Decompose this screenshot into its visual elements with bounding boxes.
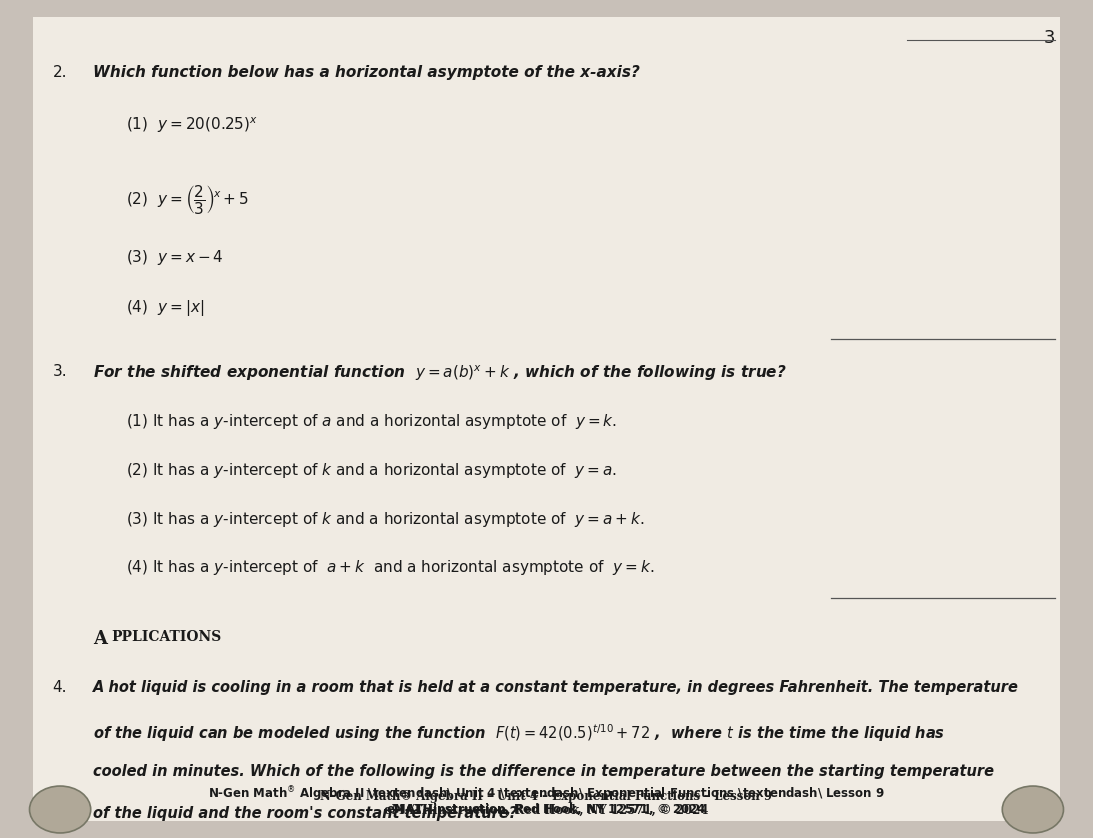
Text: cooled in minutes. Which of the following is the difference in temperature betwe: cooled in minutes. Which of the followin… <box>93 764 994 779</box>
Text: (1) It has a $y$-intercept of $a$ and a horizontal asymptote of  $y = k$.: (1) It has a $y$-intercept of $a$ and a … <box>126 412 616 432</box>
Text: N-Gen Math$^{\circledR}$ Algebra II \textendash\ Unit 4 \textendash\ Exponential: N-Gen Math$^{\circledR}$ Algebra II \tex… <box>208 785 885 804</box>
Text: 3.: 3. <box>52 364 67 379</box>
Circle shape <box>1002 786 1063 833</box>
Text: Which function below has a horizontal asymptote of the x-axis?: Which function below has a horizontal as… <box>93 65 639 80</box>
Text: (3)  $y = x - 4$: (3) $y = x - 4$ <box>126 248 223 267</box>
Text: 4.: 4. <box>52 680 67 696</box>
Text: A hot liquid is cooling in a room that is held at a constant temperature, in deg: A hot liquid is cooling in a room that i… <box>93 680 1019 696</box>
Text: For the shifted exponential function  $y = a(b)^x + k$ , which of the following : For the shifted exponential function $y … <box>93 364 787 383</box>
Text: 2.: 2. <box>52 65 67 80</box>
Text: (4) It has a $y$-intercept of  $a+k$  and a horizontal asymptote of  $y = k$.: (4) It has a $y$-intercept of $a+k$ and … <box>126 558 654 577</box>
Text: eMATHinstruction, Red Hook, NY 12571, $\copyright$ 2024: eMATHinstruction, Red Hook, NY 12571, $\… <box>386 801 707 817</box>
Text: of the liquid and the room's constant temperature?: of the liquid and the room's constant te… <box>93 806 517 821</box>
Text: A: A <box>93 630 107 648</box>
Circle shape <box>30 786 91 833</box>
Text: (2) It has a $y$-intercept of $k$ and a horizontal asymptote of  $y = a$.: (2) It has a $y$-intercept of $k$ and a … <box>126 461 616 480</box>
Text: (4)  $y = |x|$: (4) $y = |x|$ <box>126 298 204 318</box>
Text: N-Gen Math® Algebra II – Unit 4 – Exponential Functions – Lesson 9: N-Gen Math® Algebra II – Unit 4 – Expone… <box>320 789 773 803</box>
Text: (3) It has a $y$-intercept of $k$ and a horizontal asymptote of  $y = a+k$.: (3) It has a $y$-intercept of $k$ and a … <box>126 510 644 529</box>
FancyBboxPatch shape <box>33 17 1060 821</box>
Text: (2)  $y = \left(\dfrac{2}{3}\right)^{\!x} + 5$: (2) $y = \left(\dfrac{2}{3}\right)^{\!x}… <box>126 183 249 215</box>
Text: eMATHinstruction, Red Hook, NY 12571, © 2024: eMATHinstruction, Red Hook, NY 12571, © … <box>385 804 708 817</box>
Text: (1)  $y = 20(0.25)^x$: (1) $y = 20(0.25)^x$ <box>126 116 258 135</box>
Text: 3: 3 <box>1043 29 1055 47</box>
Text: PPLICATIONS: PPLICATIONS <box>111 630 222 644</box>
Text: of the liquid can be modeled using the function  $F(t) = 42(0.5)^{t/10} + 72$ , : of the liquid can be modeled using the f… <box>93 722 945 744</box>
